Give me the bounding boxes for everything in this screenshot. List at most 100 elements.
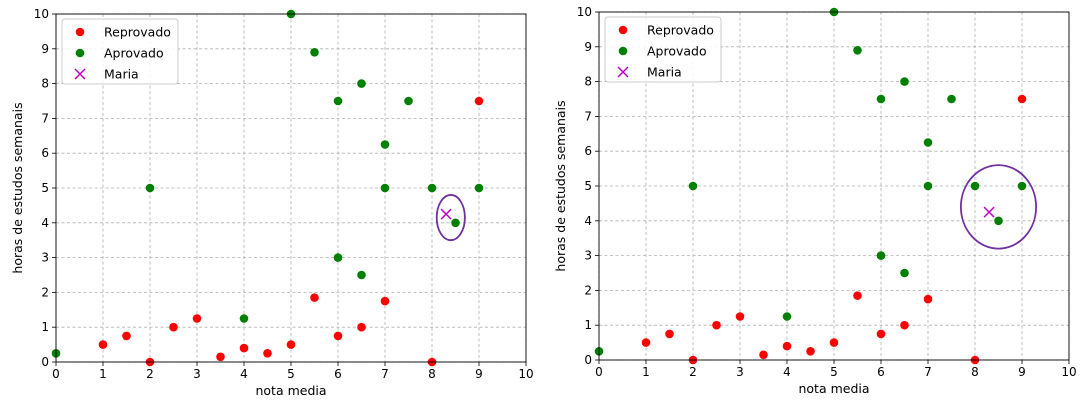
chart-panel-2: 0 1 2 3 4 5 6 7 8 9 10 0 1 2 3 4 5 6 7 8 9 10 nota media horas … <box>553 5 1077 396</box>
x-tick-label: 9 <box>1018 365 1026 379</box>
data-point <box>357 79 366 88</box>
data-point <box>782 312 792 321</box>
legend-label: Reprovado <box>104 25 171 40</box>
data-point-x-marker <box>983 206 995 218</box>
x-tick-label: 10 <box>518 367 533 381</box>
axes-frame <box>55 13 527 363</box>
data-point <box>665 329 674 339</box>
x-tick-label: 0 <box>52 367 60 381</box>
legend-marker <box>618 46 628 56</box>
legend-marker-x <box>74 68 86 80</box>
data-point <box>333 331 343 341</box>
data-point <box>122 331 131 341</box>
data-point <box>923 294 933 304</box>
x-tick-label: 5 <box>287 367 295 381</box>
y-axis-label: horas de estudos semanais <box>553 100 568 271</box>
y-tick-label: 1 <box>41 320 49 334</box>
data-point <box>333 253 343 262</box>
data-point <box>1017 181 1027 191</box>
y-tick-label: 5 <box>584 179 592 193</box>
data-point-x-marker <box>440 208 452 220</box>
data-point <box>380 140 390 149</box>
y-tick-label: 3 <box>584 249 592 263</box>
data-point <box>216 352 225 362</box>
data-point <box>806 347 815 356</box>
series-reprovado <box>98 96 484 367</box>
legend-marker-x <box>617 66 629 78</box>
x-tick-label: 1 <box>99 367 107 381</box>
data-point <box>900 320 909 330</box>
y-tick-label: 2 <box>584 283 592 297</box>
series-maria <box>440 208 452 220</box>
data-point <box>735 312 745 321</box>
y-tick-label: 3 <box>41 251 49 265</box>
data-point <box>474 96 484 106</box>
data-point <box>970 181 980 191</box>
data-point <box>782 341 792 351</box>
legend: Reprovado Aprovado Maria <box>61 18 179 85</box>
y-tick-label: 4 <box>584 214 592 228</box>
x-tick-label: 2 <box>689 365 697 379</box>
data-point <box>98 340 108 349</box>
x-tick-label: 7 <box>381 367 389 381</box>
data-point <box>380 183 390 193</box>
data-point <box>427 183 437 193</box>
x-tick-label: 8 <box>428 367 436 381</box>
y-tick-label: 0 <box>584 353 592 367</box>
data-point <box>688 181 698 191</box>
data-point <box>357 270 366 280</box>
legend-label: Aprovado <box>104 46 164 61</box>
x-tick-label: 9 <box>475 367 483 381</box>
x-tick-label: 1 <box>642 365 650 379</box>
data-point <box>876 329 886 339</box>
data-point <box>145 183 155 193</box>
highlight-ellipse <box>435 194 466 242</box>
data-point <box>759 350 768 360</box>
data-point <box>169 322 178 332</box>
y-axis-label: horas de estudos semanais <box>10 102 25 273</box>
axes-frame <box>598 11 1070 361</box>
x-tick-label: 5 <box>830 365 838 379</box>
legend-box <box>61 18 179 85</box>
data-point <box>239 314 249 323</box>
x-axis-label: nota media <box>798 381 869 396</box>
x-tick-label: 3 <box>193 367 201 381</box>
data-point <box>451 218 460 228</box>
series-aprovado <box>51 9 484 358</box>
data-point <box>641 338 651 347</box>
data-point <box>853 45 862 55</box>
y-tick-label: 9 <box>584 40 592 54</box>
data-point <box>900 77 909 86</box>
data-point <box>994 216 1003 226</box>
y-tick-label: 1 <box>584 318 592 332</box>
data-point <box>333 96 343 106</box>
x-tick-label: 6 <box>877 365 885 379</box>
y-tick-label: 10 <box>34 7 49 21</box>
data-point <box>310 47 319 57</box>
y-tick-label: 7 <box>41 111 49 125</box>
x-tick-label: 7 <box>924 365 932 379</box>
legend-label: Maria <box>647 65 682 80</box>
data-point <box>286 340 296 349</box>
series-maria <box>983 206 995 218</box>
data-point <box>712 320 721 330</box>
chart-panel-1: 0 1 2 3 4 5 6 7 8 9 10 0 1 2 3 4 5 6 7 8 9 10 nota media horas … <box>10 7 534 398</box>
legend-label: Maria <box>104 67 139 82</box>
x-tick-label: 4 <box>240 367 248 381</box>
highlight-ellipse <box>960 164 1038 250</box>
y-tick-label: 5 <box>41 181 49 195</box>
data-point <box>923 181 933 191</box>
y-tick-label: 9 <box>41 42 49 56</box>
y-tick-label: 8 <box>41 77 49 91</box>
data-point <box>380 296 390 306</box>
data-point <box>357 322 366 332</box>
legend-marker <box>618 25 628 35</box>
x-tick-label: 4 <box>783 365 791 379</box>
data-point <box>876 251 886 260</box>
x-tick-label: 10 <box>1061 365 1076 379</box>
data-point <box>263 349 272 358</box>
x-tick-label: 6 <box>334 367 342 381</box>
legend-marker <box>75 48 85 58</box>
